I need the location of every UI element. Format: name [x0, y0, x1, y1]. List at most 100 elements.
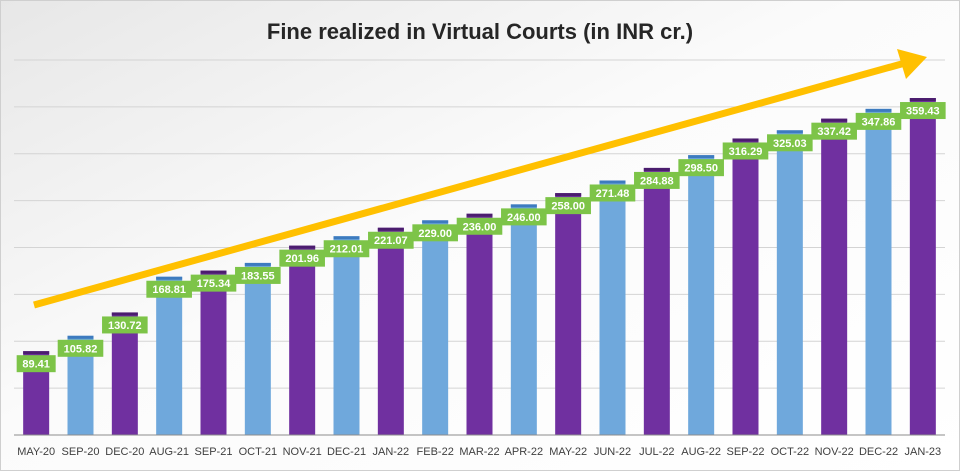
x-tick-label: MAY-20 — [17, 446, 55, 458]
bar-cap — [776, 130, 803, 134]
data-label: 298.50 — [684, 163, 718, 175]
bar-cap — [510, 204, 537, 208]
bar-cap — [821, 118, 848, 122]
data-label-box — [456, 217, 503, 235]
data-label: 325.03 — [773, 138, 807, 150]
x-tick-label: SEP-20 — [62, 446, 100, 458]
bar — [244, 262, 271, 435]
x-tick-label: MAY-22 — [549, 446, 587, 458]
data-label: 229.00 — [418, 228, 452, 240]
bar-cap — [244, 262, 271, 266]
x-tick-label: JAN-23 — [904, 446, 941, 458]
bar-cap — [422, 220, 449, 224]
x-tick-labels: MAY-20 SEP-20 DEC-20 AUG-21 SEP-21 OCT-21 NOV-… — [17, 446, 941, 458]
x-tick-label: AUG-21 — [149, 446, 189, 458]
bar-cap — [289, 245, 316, 249]
bar — [289, 245, 316, 435]
x-tick-label: SEP-22 — [727, 446, 765, 458]
bar — [422, 220, 449, 435]
trend-arrow-head — [897, 49, 927, 79]
bar-cap — [377, 227, 404, 231]
x-tick-label: JAN-22 — [372, 446, 409, 458]
data-label-box — [279, 249, 325, 267]
data-label-box — [368, 231, 414, 249]
bar-cap — [466, 213, 493, 217]
data-label-box — [855, 112, 902, 130]
x-tick-label: NOV-21 — [283, 446, 322, 458]
data-label: 130.72 — [108, 320, 142, 332]
bar — [200, 270, 227, 435]
data-label-box — [57, 339, 104, 357]
bar — [688, 155, 715, 435]
data-label: 337.42 — [817, 126, 851, 138]
data-label: 212.01 — [330, 244, 364, 256]
bar — [643, 167, 670, 436]
data-label: 236.00 — [463, 221, 497, 233]
bar-cap — [333, 236, 360, 240]
data-label: 359.43 — [906, 106, 940, 118]
data-label-box — [235, 266, 281, 284]
bar — [732, 138, 759, 435]
x-tick-label: OCT-21 — [239, 446, 278, 458]
data-label-box — [634, 171, 680, 189]
bar-cap — [156, 276, 183, 280]
x-tick-label: DEC-20 — [105, 446, 144, 458]
data-label: 105.82 — [64, 343, 98, 355]
bar — [156, 276, 183, 435]
data-label: 201.96 — [285, 253, 319, 265]
data-label-box — [678, 159, 724, 177]
x-tick-label: NOV-22 — [815, 446, 854, 458]
data-label-box — [811, 122, 857, 140]
x-tick-label: DEC-22 — [859, 446, 898, 458]
data-label-box — [412, 224, 458, 242]
x-tick-label: MAR-22 — [459, 446, 499, 458]
bar — [333, 236, 360, 435]
data-label: 246.00 — [507, 212, 541, 224]
bar — [466, 213, 493, 435]
bar — [865, 108, 892, 435]
x-tick-label: AUG-22 — [681, 446, 721, 458]
data-label-box — [501, 208, 547, 226]
x-tick-label: JUN-22 — [594, 446, 631, 458]
x-tick-label: APR-22 — [505, 446, 544, 458]
bar — [821, 118, 848, 435]
data-label: 347.86 — [862, 116, 896, 128]
x-tick-label: DEC-21 — [327, 446, 366, 458]
data-label: 271.48 — [596, 188, 630, 200]
data-label: 316.29 — [729, 146, 763, 158]
bar-cap — [200, 270, 227, 274]
bar — [909, 98, 936, 436]
data-label: 258.00 — [551, 201, 585, 213]
chart-title: Fine realized in Virtual Courts (in INR … — [267, 19, 693, 44]
bar-cap — [23, 351, 50, 355]
data-label: 183.55 — [241, 270, 275, 282]
bar-cap — [688, 155, 715, 159]
bar-cap — [909, 98, 936, 102]
bar-cap — [599, 180, 626, 184]
x-tick-label: FEB-22 — [417, 446, 454, 458]
bar-cap — [111, 312, 138, 316]
data-label-box — [146, 280, 192, 298]
data-label-box — [545, 197, 591, 215]
trend-arrow — [33, 49, 927, 309]
data-label-box — [16, 355, 56, 373]
bar-cap — [865, 108, 892, 112]
x-tick-label: SEP-21 — [195, 446, 233, 458]
data-label-box — [589, 184, 636, 202]
data-label-box — [900, 102, 946, 120]
x-tick-label: OCT-22 — [771, 446, 810, 458]
bar — [377, 227, 404, 435]
data-label: 221.07 — [374, 235, 408, 247]
data-label: 89.41 — [22, 359, 50, 371]
data-label: 284.88 — [640, 175, 674, 187]
data-labels: 89.41 105.82 130.72 168.81 175.34 183.55 201.9… — [16, 102, 946, 373]
bar-cap — [732, 138, 759, 142]
trend-arrow-shaft — [33, 59, 906, 309]
data-label-box — [722, 142, 769, 160]
bar-cap — [67, 335, 94, 339]
bar-cap — [555, 193, 582, 197]
bar — [510, 204, 537, 435]
bar — [599, 180, 626, 435]
data-label-box — [323, 240, 370, 258]
